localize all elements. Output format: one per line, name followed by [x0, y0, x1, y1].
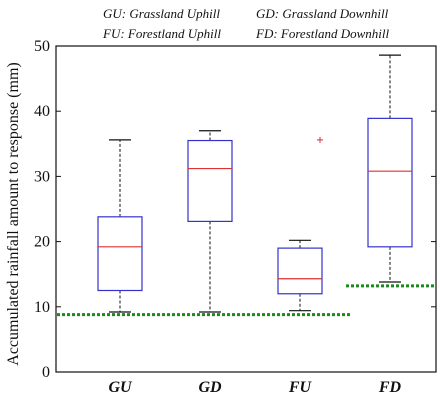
y-tick-label: 20	[34, 234, 50, 251]
box-group-fu	[277, 136, 323, 312]
y-axis-label: Accumulated rainfall amount to response …	[5, 62, 22, 365]
y-tick-label: 30	[34, 168, 50, 185]
plot-area: 0 10 20 30 40 50 GU GD FU FD	[34, 38, 437, 396]
x-category-label: GU	[108, 379, 133, 396]
plot-frame	[55, 45, 437, 373]
iqr-box	[277, 247, 323, 295]
box-group-gu	[97, 139, 143, 313]
iqr-box	[367, 117, 413, 248]
y-tick-label: 0	[42, 364, 50, 381]
box-group-fd	[367, 54, 413, 283]
legend-fd: FD: Forestland Downhill	[255, 26, 390, 41]
x-category-label: GD	[198, 379, 222, 396]
legend-gu: GU: Grassland Uphill	[103, 6, 220, 21]
x-category-label: FU	[288, 379, 313, 396]
y-tick-label: 50	[34, 38, 50, 55]
legend: GU: Grassland Uphill GD: Grassland Downh…	[102, 6, 390, 41]
box-group-gd	[187, 130, 233, 313]
y-tick-label: 10	[34, 299, 50, 316]
legend-gd: GD: Grassland Downhill	[256, 6, 389, 21]
iqr-box	[187, 139, 233, 222]
y-tick-label: 40	[34, 103, 50, 120]
x-category-label: FD	[378, 379, 402, 396]
legend-fu: FU: Forestland Uphill	[102, 26, 221, 41]
iqr-box	[97, 216, 143, 292]
